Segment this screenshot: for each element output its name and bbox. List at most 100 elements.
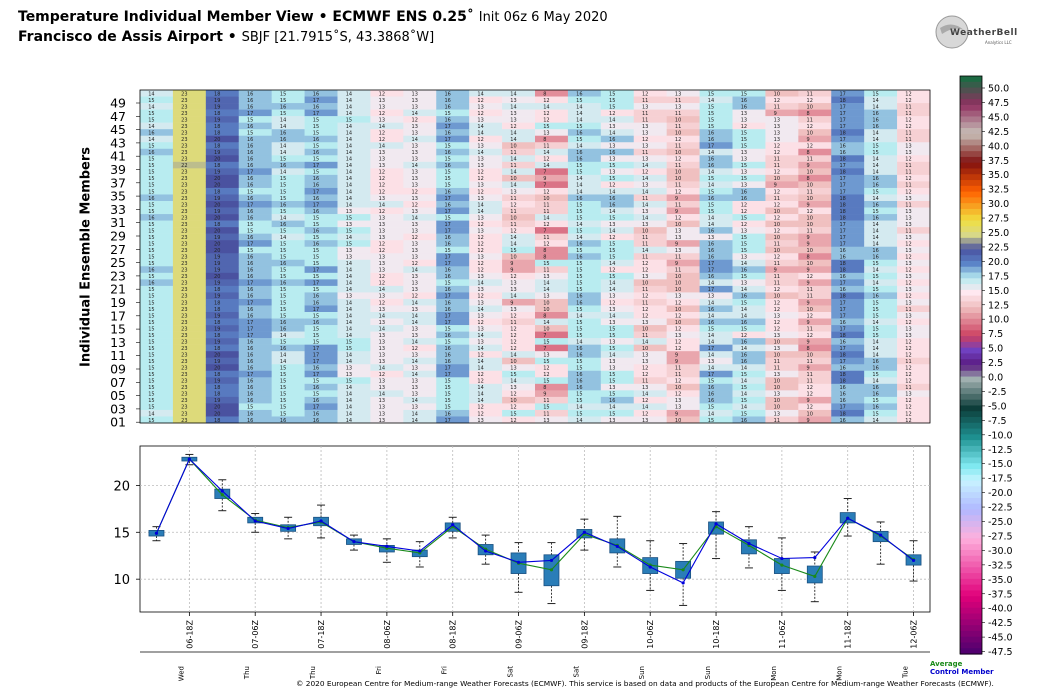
heatmap-cell	[469, 90, 503, 97]
heatmap-cell-value: 12	[543, 189, 549, 195]
heatmap-cell	[436, 325, 470, 332]
heatmap-cell	[436, 338, 470, 345]
heatmap-cell-value: 12	[905, 157, 911, 163]
heatmap-cell-value: 13	[543, 418, 549, 424]
colorbar-segment	[960, 214, 982, 222]
heatmap-cell-value: 13	[543, 274, 549, 280]
heatmap-cell-value: 12	[477, 242, 483, 248]
heatmap-cell-value: 16	[280, 346, 286, 352]
heatmap-cell-value: 9	[807, 398, 810, 404]
heatmap-cell	[469, 409, 503, 417]
heatmap-cell-value: 14	[346, 189, 352, 195]
heatmap-cell	[140, 90, 174, 97]
heatmap-cell-value: 16	[839, 287, 845, 293]
heatmap-cell-value: 15	[148, 235, 154, 241]
heatmap-cell	[304, 148, 338, 156]
heatmap-cell-value: 11	[774, 163, 780, 169]
heatmap-cell-value: 12	[379, 137, 385, 143]
heatmap-cell	[699, 351, 733, 359]
heatmap-cell-value: 14	[379, 392, 385, 398]
heatmap-cell-value: 17	[839, 183, 845, 189]
heatmap-cell-value: 15	[148, 183, 154, 189]
series-point	[220, 489, 224, 493]
heatmap-cell-value: 12	[379, 189, 385, 195]
colorbar-segment	[960, 532, 982, 539]
heatmap-cell	[238, 403, 272, 411]
colorbar-segment	[960, 561, 982, 568]
heatmap-cell	[864, 214, 898, 221]
heatmap-cell	[403, 122, 437, 130]
heatmap-cell	[337, 187, 371, 195]
series-point	[549, 558, 554, 563]
heatmap-cell	[831, 266, 865, 274]
heatmap-cell-value: 23	[181, 196, 187, 202]
heatmap-cell-value: 23	[181, 274, 187, 280]
heatmap-cell-value: 10	[510, 176, 516, 182]
colorbar-segment	[960, 330, 982, 337]
heatmap-cell	[864, 155, 898, 163]
colorbar-segment	[960, 613, 982, 620]
heatmap-cell	[666, 109, 700, 117]
heatmap-cell-value: 19	[214, 294, 220, 300]
heatmap-cell-value: 13	[477, 163, 483, 169]
heatmap-cell-value: 13	[379, 320, 385, 326]
heatmap-cell-value: 14	[872, 98, 878, 104]
heatmap-cell-value: 16	[708, 320, 714, 326]
colorbar-tick-label: -22.5	[988, 503, 1013, 514]
heatmap-cell	[699, 181, 733, 189]
heatmap-cell	[600, 96, 635, 104]
heatmap-cell-value: 15	[280, 385, 286, 391]
heatmap-cell-value: 16	[839, 339, 845, 345]
heatmap-cell	[436, 233, 470, 241]
heatmap-cell-value: 15	[708, 326, 714, 332]
heatmap-cell	[600, 227, 635, 234]
heatmap-cell	[502, 318, 536, 326]
heatmap-cell	[567, 279, 602, 287]
heatmap-cell	[238, 338, 272, 345]
heatmap-cell-value: 15	[609, 255, 615, 261]
heatmap-cell	[502, 207, 536, 215]
heatmap-cell-value: 14	[346, 98, 352, 104]
heatmap-cell	[172, 266, 207, 274]
heatmap-cell-value: 14	[708, 222, 714, 228]
heatmap-cell	[469, 292, 503, 300]
heatmap-cell	[271, 129, 305, 137]
heatmap-cell	[831, 135, 865, 143]
heatmap-cell-value: 17	[444, 124, 450, 130]
colorbar-segment	[960, 619, 982, 626]
heatmap-cell	[897, 396, 931, 404]
heatmap-cell	[798, 344, 832, 352]
heatmap-cell	[271, 292, 305, 300]
heatmap-cell	[567, 168, 602, 176]
heatmap-cell	[798, 312, 832, 319]
series-point	[846, 516, 850, 520]
heatmap-cell-value: 13	[412, 209, 418, 215]
heatmap-cell	[502, 396, 536, 404]
heatmap-cell	[469, 168, 503, 176]
heatmap-cell-value: 13	[412, 242, 418, 248]
heatmap-cell-value: 15	[741, 163, 747, 169]
heatmap-cell-value: 15	[148, 294, 154, 300]
heatmap-cell	[831, 227, 865, 234]
heatmap-cell-value: 13	[642, 359, 648, 365]
heatmap-cell	[403, 96, 437, 104]
heatmap-cell	[502, 240, 536, 248]
colorbar-segment	[960, 208, 982, 216]
heatmap-cell-value: 13	[675, 405, 681, 411]
heatmap-cell-value: 18	[214, 372, 220, 378]
heatmap-cell	[304, 266, 338, 274]
heatmap-cell-value: 10	[642, 228, 648, 234]
heatmap-cell	[205, 357, 240, 365]
heatmap-cell	[633, 351, 667, 359]
heatmap-cell	[370, 364, 404, 372]
x-axis: 06-18ZWed07-06ZThu07-18ZThu08-06ZFri08-1…	[140, 612, 930, 681]
heatmap-cell	[765, 266, 799, 274]
heatmap-cell	[798, 305, 832, 313]
heatmap-cell-value: 17	[313, 268, 319, 274]
heatmap-cell-value: 11	[774, 157, 780, 163]
heatmap-cell-value: 11	[642, 150, 648, 156]
heatmap-cell	[337, 312, 371, 319]
colorbar-segment	[960, 497, 982, 505]
heatmap-cell-value: 16	[247, 144, 253, 150]
heatmap-cell-value: 17	[839, 326, 845, 332]
